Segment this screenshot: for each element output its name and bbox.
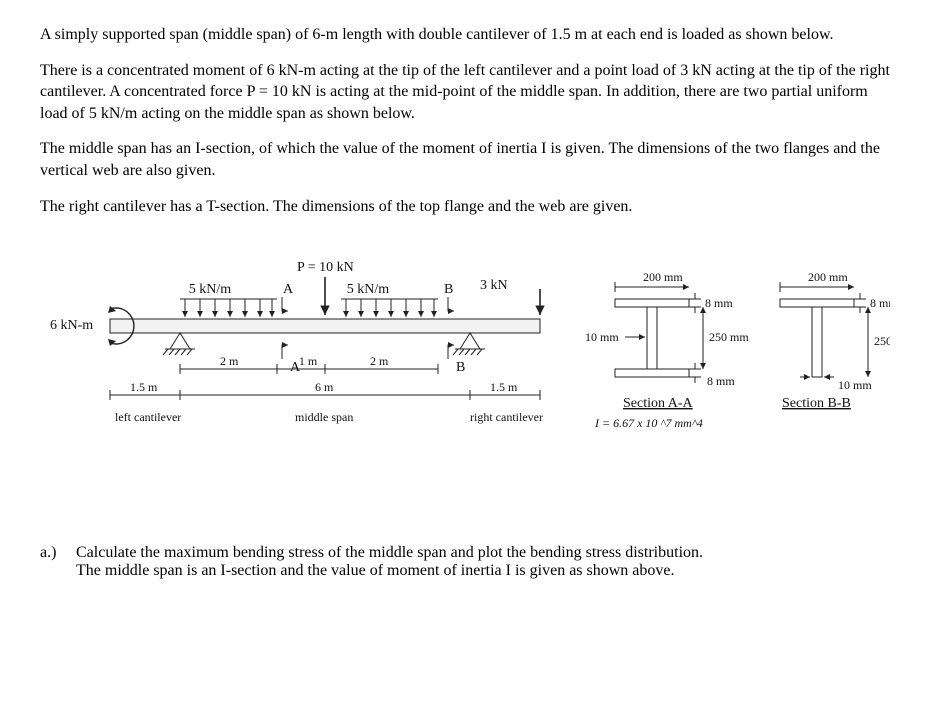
secB-flange-w: 200 mm bbox=[808, 270, 848, 284]
paragraph-3: The middle span has an I-section, of whi… bbox=[40, 138, 890, 181]
cap-mid: middle span bbox=[295, 410, 353, 424]
cut-B-top-icon bbox=[448, 297, 454, 311]
figure-area: 6 kN-m 5 kN/m A A P = 10 kN bbox=[40, 239, 890, 504]
udl-left-label: 5 kN/m bbox=[189, 282, 232, 297]
section-B: 200 mm 8 mm 250 mm 10 mm Section B-B bbox=[780, 270, 890, 411]
cap-left: left cantilever bbox=[115, 410, 181, 424]
question-number: a.) bbox=[40, 544, 76, 580]
udl-right-label: 5 kN/m bbox=[347, 282, 390, 297]
secA-I: I = 6.67 x 10 ^7 mm^4 bbox=[594, 416, 703, 430]
udl-left-icon bbox=[180, 299, 277, 317]
support-right-icon bbox=[453, 333, 485, 355]
secA-bot-t: 8 mm bbox=[707, 374, 735, 388]
secB-depth: 250 mm bbox=[874, 334, 890, 348]
beam-diagram: 6 kN-m 5 kN/m A A P = 10 kN bbox=[50, 260, 543, 424]
section-A: 200 mm 8 mm 10 mm 250 mm 8 mm Section A-… bbox=[585, 270, 749, 430]
secA-flange-t: 8 mm bbox=[705, 296, 733, 310]
question-line1: Calculate the maximum bending stress of … bbox=[76, 544, 890, 562]
secA-title: Section A-A bbox=[623, 396, 693, 411]
question-a: a.) Calculate the maximum bending stress… bbox=[40, 544, 890, 580]
secA-depth: 250 mm bbox=[709, 330, 749, 344]
dim-2m-right: 2 m bbox=[370, 354, 389, 368]
secA-web-t: 10 mm bbox=[585, 330, 619, 344]
udl-right-icon bbox=[341, 299, 438, 317]
dim-1m: 1 m bbox=[299, 354, 318, 368]
secB-title: Section B-B bbox=[782, 396, 851, 411]
paragraph-1: A simply supported span (middle span) of… bbox=[40, 24, 890, 46]
moment-left-label: 6 kN-m bbox=[50, 318, 93, 333]
pointload-right-label: 3 kN bbox=[480, 278, 508, 293]
paragraph-4: The right cantilever has a T-section. Th… bbox=[40, 196, 890, 218]
section-B-top: B bbox=[444, 282, 453, 297]
cap-right: right cantilever bbox=[470, 410, 543, 424]
dim-6m: 6 m bbox=[315, 380, 334, 394]
cut-A-top-icon bbox=[282, 297, 288, 311]
P-label: P = 10 kN bbox=[297, 260, 354, 275]
paragraph-2: There is a concentrated moment of 6 kN-m… bbox=[40, 60, 890, 125]
dim-1.5-left: 1.5 m bbox=[130, 380, 158, 394]
support-left-icon bbox=[163, 333, 195, 355]
cut-A-bot-icon bbox=[282, 345, 288, 359]
secA-flange-w: 200 mm bbox=[643, 270, 683, 284]
dim-2m-left: 2 m bbox=[220, 354, 239, 368]
section-B-bot: B bbox=[456, 360, 465, 375]
cut-B-bot-icon bbox=[448, 345, 454, 359]
dim-1.5-right: 1.5 m bbox=[490, 380, 518, 394]
secB-flange-t: 8 mm bbox=[870, 296, 890, 310]
secB-web-t: 10 mm bbox=[838, 378, 872, 392]
section-A-top: A bbox=[283, 282, 294, 297]
question-line2: The middle span is an I-section and the … bbox=[76, 562, 890, 580]
figure-svg: 6 kN-m 5 kN/m A A P = 10 kN bbox=[40, 239, 890, 499]
